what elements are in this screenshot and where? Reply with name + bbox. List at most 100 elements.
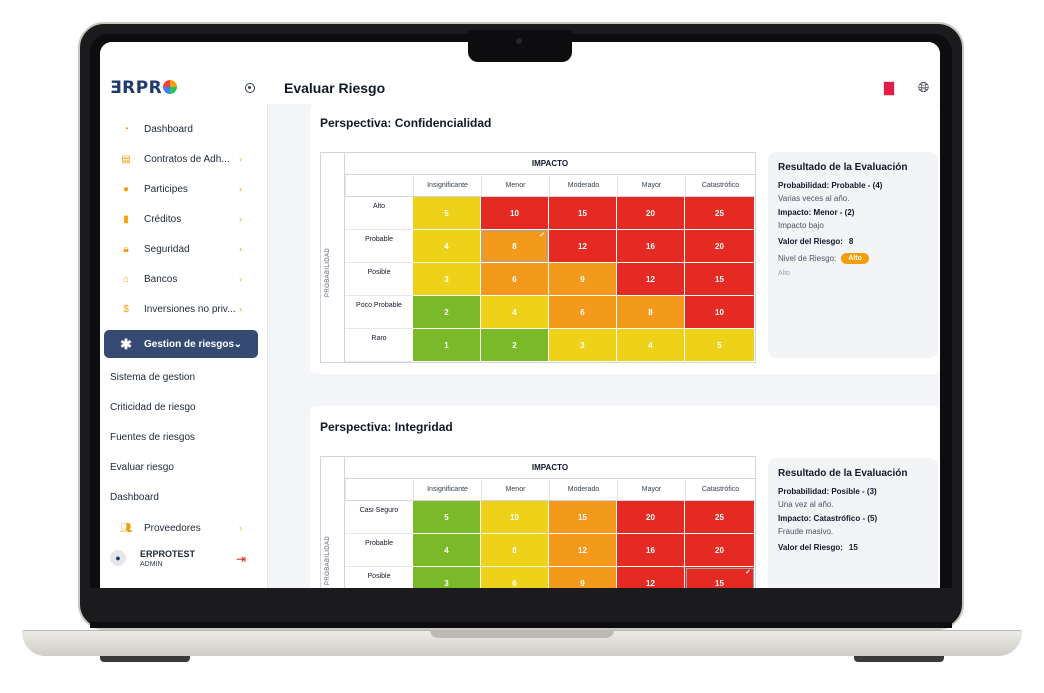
risk-cell-value: 9 [580,275,585,284]
risk-cell[interactable]: 6 [549,296,617,329]
risk-value-row: Valor del Riesgo: 15 [778,543,928,552]
risk-cell[interactable]: 3 [549,329,617,362]
risk-cell[interactable]: 4 [413,230,481,263]
sidebar-toggle-icon[interactable] [245,83,255,93]
risk-cell[interactable]: 12 [617,263,685,296]
risk-cell-value: 6 [512,275,517,284]
risk-cell-value: 25 [715,513,724,522]
sidebar: ◔ Dashboard ▤ Contratos de Adh... › ● Particip… [100,104,268,588]
submenu-item[interactable]: Criticidad de riesgo [110,402,196,413]
risk-cell[interactable]: 8 [617,296,685,329]
result-impact: Impacto: Menor - (2) [778,208,855,217]
risk-cell[interactable]: 3 [413,567,481,588]
risk-cell[interactable]: 5 [413,501,481,534]
sidebar-item-gestion-de-riesgos[interactable]: ✱ Gestion de riesgos ⌄ [104,330,258,358]
sidebar-item-seguridad[interactable]: 🔒︎ Seguridad › [100,238,268,260]
risk-cell-value: 16 [646,242,655,251]
asterisk-icon: ✱ [120,335,132,352]
risk-cell-value: 5 [717,341,722,350]
globe-icon[interactable]: 🌐︎ [918,79,930,95]
users-icon: 👥︎ [119,522,133,534]
sidebar-item-bancos[interactable]: ⌂ Bancos › [100,268,268,290]
risk-cell-value: 20 [646,513,655,522]
risk-value-label: Valor del Riesgo: [778,237,843,246]
building-icon[interactable]: ▇ [884,80,894,95]
risk-cell-value: 8 [512,546,517,555]
risk-level-label: Nivel de Riesgo: [778,254,837,263]
risk-cell[interactable]: 15 [549,197,617,230]
risk-value-row: Valor del Riesgo: 8 [778,237,928,246]
risk-cell-value: 5 [444,209,449,218]
logout-icon[interactable]: ⇥ [236,552,247,566]
probability-row-header: Posible [345,263,413,296]
probability-row-header: Probable [345,534,413,567]
risk-cell[interactable]: 12 [549,534,617,567]
risk-cell[interactable]: 8 [481,534,549,567]
risk-cell-selected[interactable]: 15 ✓ [685,567,755,588]
risk-cell-value: 6 [580,308,585,317]
risk-cell[interactable]: 12 [617,567,685,588]
impact-column-header: Insignificante [413,175,481,197]
risk-cell[interactable]: 12 [549,230,617,263]
user-profile[interactable]: ● ERPROTEST ADMIN ⇥ [110,544,260,584]
risk-cell-selected[interactable]: 8 ✓ [481,230,549,263]
risk-cell[interactable]: 3 [413,263,481,296]
submenu-item[interactable]: Evaluar riesgo [110,462,174,473]
risk-cell[interactable]: 1 [413,329,481,362]
risk-cell[interactable]: 15 [549,501,617,534]
risk-cell[interactable]: 20 [617,501,685,534]
sidebar-item-participes[interactable]: ● Participes › [100,178,268,200]
risk-cell-value: 15 [715,579,724,588]
risk-cell[interactable]: 2 [413,296,481,329]
check-circle-icon: ✓ [539,232,545,239]
risk-cell-value: 3 [444,275,449,284]
submenu-item[interactable]: Sistema de gestion [110,372,196,383]
risk-level-row: Nivel de Riesgo: Alto [778,253,928,264]
risk-cell-value: 12 [646,275,655,284]
risk-cell[interactable]: 10 [685,296,755,329]
risk-cell[interactable]: 6 [481,567,549,588]
risk-cell[interactable]: 10 [481,501,549,534]
logo-circle-icon [163,80,178,94]
sidebar-item-label: Contratos de Adh... [144,153,230,165]
risk-cell[interactable]: 20 [685,230,755,263]
risk-cell[interactable]: 15 [685,263,755,296]
risk-cell[interactable]: 4 [617,329,685,362]
result-probability-desc: Una vez al año. [778,500,834,509]
risk-cell[interactable]: 6 [481,263,549,296]
risk-cell[interactable]: 10 [481,197,549,230]
risk-cell[interactable]: 20 [685,534,755,567]
risk-cell[interactable]: 5 [685,329,755,362]
result-probability-desc: Varias veces al año. [778,194,850,203]
sidebar-item-proveedores[interactable]: 👥︎ Proveedores › [100,517,268,539]
submenu-item[interactable]: Dashboard [110,492,159,503]
risk-cell[interactable]: 16 [617,230,685,263]
app-logo[interactable]: ƎRPR [110,78,178,98]
evaluation-result-panel: Resultado de la Evaluación Probabilidad: … [768,458,938,588]
risk-cell-value: 15 [715,275,724,284]
risk-cell[interactable]: 4 [413,534,481,567]
risk-cell[interactable]: 20 [617,197,685,230]
sidebar-item-dashboard[interactable]: ◔ Dashboard [100,118,268,140]
risk-cell[interactable]: 16 [617,534,685,567]
risk-cell[interactable]: 25 [685,501,755,534]
impact-column-header: Moderado [549,175,617,197]
risk-cell[interactable]: 9 [549,263,617,296]
risk-cell-value: 25 [715,209,724,218]
risk-cell[interactable]: 2 [481,329,549,362]
risk-cell[interactable]: 9 [549,567,617,588]
result-probability: Probabilidad: Posible - (3) [778,487,877,496]
sidebar-item-contratos-de-adh[interactable]: ▤ Contratos de Adh... › [100,148,268,170]
risk-cell-value: 10 [715,308,724,317]
risk-cell[interactable]: 25 [685,197,755,230]
dollar-icon: $ [123,303,129,315]
main-content[interactable]: Perspectiva: Confidencialidad PROBABILIDA… [268,104,940,588]
sidebar-item-inversiones-no-priv[interactable]: $ Inversiones no priv... › [100,298,268,320]
risk-cell[interactable]: 5 [413,197,481,230]
submenu-item[interactable]: Fuentes de riesgos [110,432,196,443]
user-name: ERPROTEST [140,549,196,559]
risk-cell[interactable]: 4 [481,296,549,329]
risk-cell-value: 3 [444,579,449,588]
sidebar-item-cr-ditos[interactable]: ▮ Créditos › [100,208,268,230]
risk-level-badge: Alto [841,253,869,264]
